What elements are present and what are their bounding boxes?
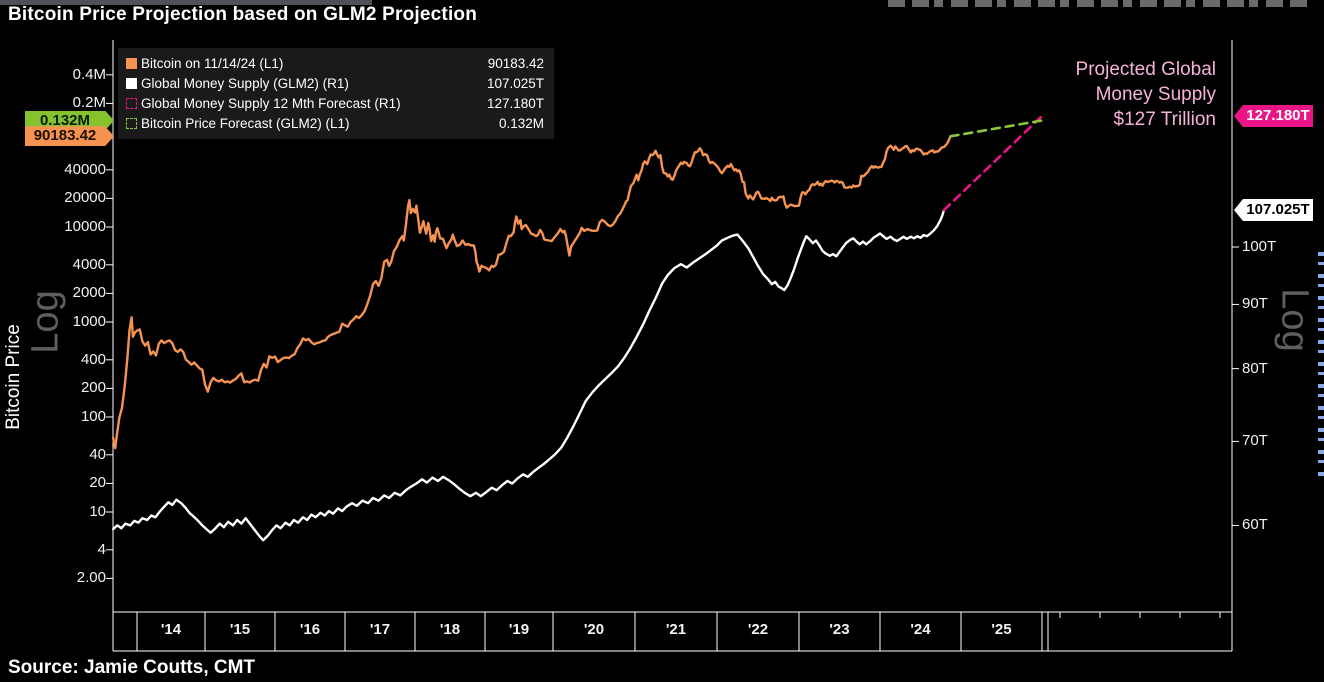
x-axis-year-label: '20	[583, 621, 605, 638]
left-axis-tick-label: 20000	[64, 189, 106, 207]
left-axis-tick-label: 40000	[64, 160, 106, 178]
right-axis-tick-label: 70T	[1242, 432, 1268, 450]
right-axis-tick-label: 80T	[1242, 359, 1268, 377]
annotation-line-1: Projected Global	[1075, 59, 1216, 80]
x-axis-year-label: '25	[991, 621, 1012, 638]
legend-item: Global Money Supply (GLM2) (R1) 107.025T	[126, 73, 544, 93]
legend-item: Bitcoin on 11/14/24 (L1) 90183.42	[126, 53, 544, 73]
legend-label: Bitcoin Price Forecast (GLM2) (L1)	[141, 115, 350, 131]
left-axis-tick-label: 400	[80, 350, 106, 368]
legend-value: 127.180T	[486, 95, 544, 111]
right-axis-tick-label: 90T	[1242, 295, 1268, 313]
legend-swatch-icon	[126, 97, 137, 109]
x-axis-year-label: '17	[369, 621, 391, 638]
price-badge-107-025t: 107.025T	[1234, 198, 1313, 221]
legend-item: Global Money Supply 12 Mth Forecast (R1)…	[126, 93, 544, 113]
legend-swatch-icon	[126, 117, 137, 129]
series-global-money-supply-glm2-	[111, 208, 946, 542]
legend-label: Global Money Supply (GLM2) (R1)	[141, 75, 349, 91]
legend-item: Bitcoin Price Forecast (GLM2) (L1) 0.132M	[126, 113, 544, 133]
legend-value: 90183.42	[487, 55, 544, 71]
left-axis-title: Bitcoin Price	[3, 324, 24, 430]
clipped-right-edge-text	[1318, 252, 1324, 478]
left-axis-tick-label: 2.00	[76, 569, 106, 587]
legend-label: Bitcoin on 11/14/24 (L1)	[141, 55, 284, 71]
legend-box: Bitcoin on 11/14/24 (L1) 90183.42 Global M…	[118, 48, 554, 139]
series-bitcoin-price-forecast-glm2-	[949, 119, 1044, 138]
clipped-top-left-bar	[0, 0, 372, 5]
left-axis-tick-label: 40	[89, 445, 106, 463]
price-badge-0-132m: 0.132M	[25, 111, 114, 131]
left-axis-tick-label: 1000	[72, 313, 106, 330]
left-axis-tick-label: 100	[80, 408, 106, 425]
legend-swatch-icon	[126, 57, 137, 69]
x-axis-year-label: '24	[910, 621, 931, 638]
left-axis-tick-label: 4	[97, 540, 106, 558]
left-axis-tick-label: 10000	[64, 218, 106, 235]
legend-value: 0.132M	[498, 115, 544, 131]
series-bitcoin-on-11-14-24	[111, 135, 952, 450]
right-axis-tick-label: 60T	[1242, 516, 1268, 534]
x-axis-year-label: '14	[160, 621, 182, 638]
left-axis-tick-label: 10	[89, 503, 106, 520]
x-axis-year-label: '23	[829, 621, 850, 638]
annotation-line-3: $127 Trillion	[1113, 109, 1216, 130]
price-badge-90183-42: 90183.42	[25, 126, 114, 146]
clipped-header-text	[888, 0, 1312, 7]
source-text: Source: Jamie Coutts, CMT	[8, 657, 256, 678]
left-axis-tick-label: 0.4M	[72, 65, 106, 83]
legend-swatch-icon	[126, 77, 137, 89]
annotation-line-2: Money Supply	[1095, 84, 1216, 105]
series-global-money-supply-12-mth-forecast	[942, 114, 1044, 212]
left-axis-tick-label: 200	[80, 379, 106, 397]
page-title: Bitcoin Price Projection based on GLM2 P…	[8, 4, 478, 25]
x-axis-year-label: '18	[439, 621, 461, 638]
legend-label: Global Money Supply 12 Mth Forecast (R1)	[141, 95, 401, 111]
x-axis-year-label: '22	[747, 621, 769, 638]
x-axis-year-label: '19	[508, 621, 530, 638]
left-axis-tick-label: 0.2M	[72, 94, 106, 112]
left-axis-tick-label: 2000	[72, 284, 106, 302]
left-axis-tick-label: 20	[89, 474, 106, 492]
legend-value: 107.025T	[486, 75, 544, 91]
x-axis-year-label: '16	[299, 621, 321, 638]
price-badge-127-180t: 127.180T	[1234, 104, 1313, 127]
left-log-scale-label: Log	[24, 290, 67, 354]
right-log-scale-label: Log	[1273, 288, 1316, 352]
x-axis-year-label: '21	[665, 621, 687, 638]
annotation-projected-supply: Projected Global Money Supply $127 Trill…	[980, 57, 1216, 132]
left-axis-tick-label: 4000	[72, 255, 106, 273]
right-axis-tick-label: 100T	[1242, 238, 1277, 255]
x-axis-year-label: '15	[229, 621, 251, 638]
